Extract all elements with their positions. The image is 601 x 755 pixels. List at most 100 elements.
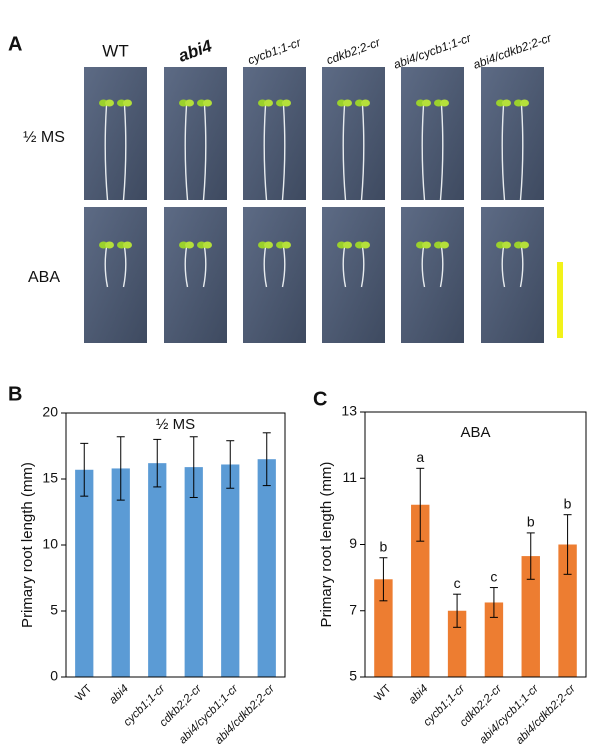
seedling-photo [84, 67, 147, 200]
x-tick-label: WT [73, 683, 94, 704]
plot-frame [364, 411, 587, 678]
cotyledon [203, 99, 212, 107]
seedling-root [439, 246, 444, 288]
cotyledon [440, 241, 449, 249]
seedling-root [202, 104, 207, 201]
chart-title: ABA [460, 424, 490, 441]
seedling-root [360, 104, 365, 201]
seedling-photo [401, 207, 464, 343]
bar [221, 464, 240, 677]
seedling-root [184, 246, 189, 288]
panel-label: B [8, 383, 22, 405]
cotyledon [422, 241, 431, 249]
y-tick-label: 20 [42, 404, 58, 420]
seedling-root [342, 104, 347, 201]
bar [184, 467, 203, 677]
seedling-root [104, 104, 109, 201]
y-axis-label: Primary root length (mm) [19, 462, 36, 628]
panel-label: A [8, 33, 22, 55]
y-tick-label: 9 [349, 535, 357, 551]
seedling-root [281, 246, 286, 288]
seedling-photo [243, 207, 306, 343]
column-label: cycb1;1-cr [246, 35, 304, 67]
y-tick-label: 0 [50, 668, 58, 684]
y-axis-label: Primary root length (mm) [318, 462, 335, 628]
column-label: abi4/cdkb2;2-cr [471, 30, 554, 72]
seedling-photo [322, 207, 385, 343]
seedling-root [501, 246, 506, 288]
cotyledon [203, 241, 212, 249]
seedling-root [421, 246, 426, 288]
seedling-root [421, 104, 426, 201]
seedling-root [263, 104, 268, 201]
y-tick-label: 5 [349, 668, 357, 684]
cotyledon [520, 241, 529, 249]
cotyledon [361, 241, 370, 249]
seedling-photo [84, 207, 147, 343]
cotyledon [105, 241, 114, 249]
bar [257, 459, 276, 677]
cotyledon [422, 99, 431, 107]
y-tick-label: 11 [342, 469, 357, 485]
cotyledon [361, 99, 370, 107]
column-label: abi4 [176, 36, 215, 66]
seedling-photo [164, 67, 227, 200]
cotyledon [105, 99, 114, 107]
cotyledon [264, 99, 273, 107]
x-tick-label: WT [373, 683, 394, 704]
bar [374, 579, 393, 677]
seedling-root [122, 104, 127, 201]
seedling-root [202, 246, 207, 288]
seedling-root [519, 246, 524, 288]
cotyledon [502, 241, 511, 249]
seedling-root [519, 104, 524, 201]
cotyledon [440, 99, 449, 107]
seedling-root [281, 104, 286, 201]
significance-letter: c [490, 568, 497, 584]
y-tick-label: 7 [349, 601, 357, 617]
y-tick-label: 5 [50, 602, 58, 618]
scale-bar [557, 262, 563, 338]
seedling-root [104, 246, 109, 288]
cotyledon [123, 241, 132, 249]
column-label: abi4/cycb1;1-cr [392, 30, 474, 71]
chart-title: ½ MS [156, 416, 195, 433]
cotyledon [282, 99, 291, 107]
y-tick-label: 15 [42, 470, 58, 486]
x-tick-label: abi4 [107, 683, 131, 707]
column-label: cdkb2;2-cr [324, 35, 382, 68]
column-label: WT [102, 41, 128, 60]
seedling-root [360, 246, 365, 288]
significance-letter: b [564, 495, 572, 511]
cotyledon [123, 99, 132, 107]
seedling-root [122, 246, 127, 288]
seedling-photo [164, 207, 227, 343]
seedling-photo [243, 67, 306, 200]
cotyledon [185, 99, 194, 107]
row-label: ABA [28, 269, 60, 286]
bar [411, 504, 430, 677]
seedling-root [501, 104, 506, 201]
cotyledon [185, 241, 194, 249]
seedling-photo [481, 207, 544, 343]
y-tick-label: 13 [341, 403, 357, 419]
cotyledon [282, 241, 291, 249]
significance-letter: b [527, 514, 535, 530]
seedling-photo [481, 67, 544, 200]
significance-letter: c [454, 575, 461, 591]
bar [111, 468, 130, 677]
bar [447, 610, 467, 677]
panel-label: C [313, 388, 327, 410]
cotyledon [264, 241, 273, 249]
bar [558, 544, 577, 677]
bar [521, 556, 540, 677]
seedling-root [439, 104, 444, 201]
bar [75, 469, 94, 677]
bar [148, 463, 167, 677]
y-tick-label: 10 [42, 536, 58, 552]
cotyledon [343, 99, 352, 107]
plot-frame [65, 412, 286, 678]
cotyledon [502, 99, 511, 107]
x-tick-label: abi4 [407, 683, 431, 707]
